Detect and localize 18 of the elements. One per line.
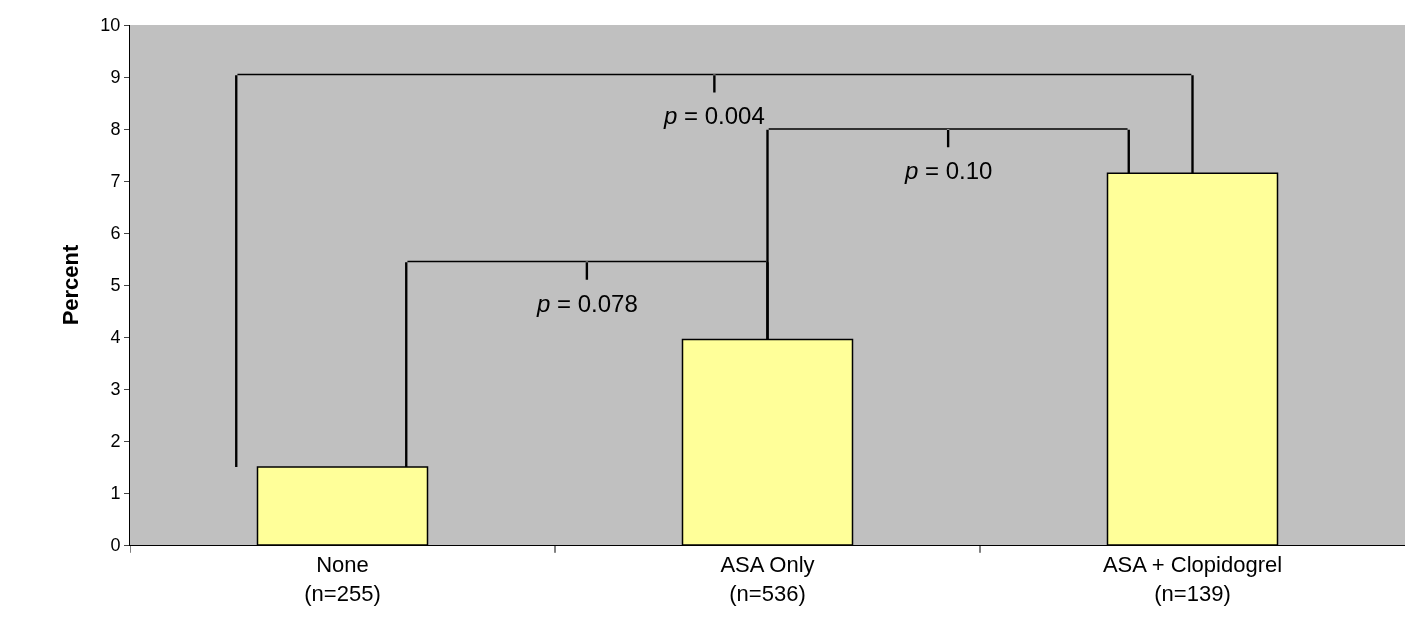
y-tick-label: 6: [110, 223, 121, 244]
y-tick-label: 5: [110, 275, 121, 296]
x-tick-label: ASA Only (n=536): [720, 552, 815, 606]
x-tick-label: None (n=255): [304, 552, 381, 606]
y-tick-label: 9: [110, 67, 121, 88]
x-tick-label: ASA + Clopidogrel (n=139): [1102, 552, 1283, 606]
y-axis-title: Percent: [58, 243, 84, 326]
y-tick-label: 2: [110, 431, 121, 452]
y-tick-label: 8: [110, 119, 121, 140]
annotation: p = 0.004: [663, 102, 765, 129]
y-tick-label: 0: [110, 535, 121, 556]
y-tick-label: 3: [110, 379, 121, 400]
y-tick-label: 1: [110, 483, 121, 504]
annotation: p = 0.078: [536, 290, 638, 317]
y-tick-label: 10: [100, 15, 121, 36]
y-tick-label: 7: [110, 171, 121, 192]
annotation: p = 0.10: [904, 157, 993, 184]
y-tick-label: 4: [110, 327, 121, 348]
